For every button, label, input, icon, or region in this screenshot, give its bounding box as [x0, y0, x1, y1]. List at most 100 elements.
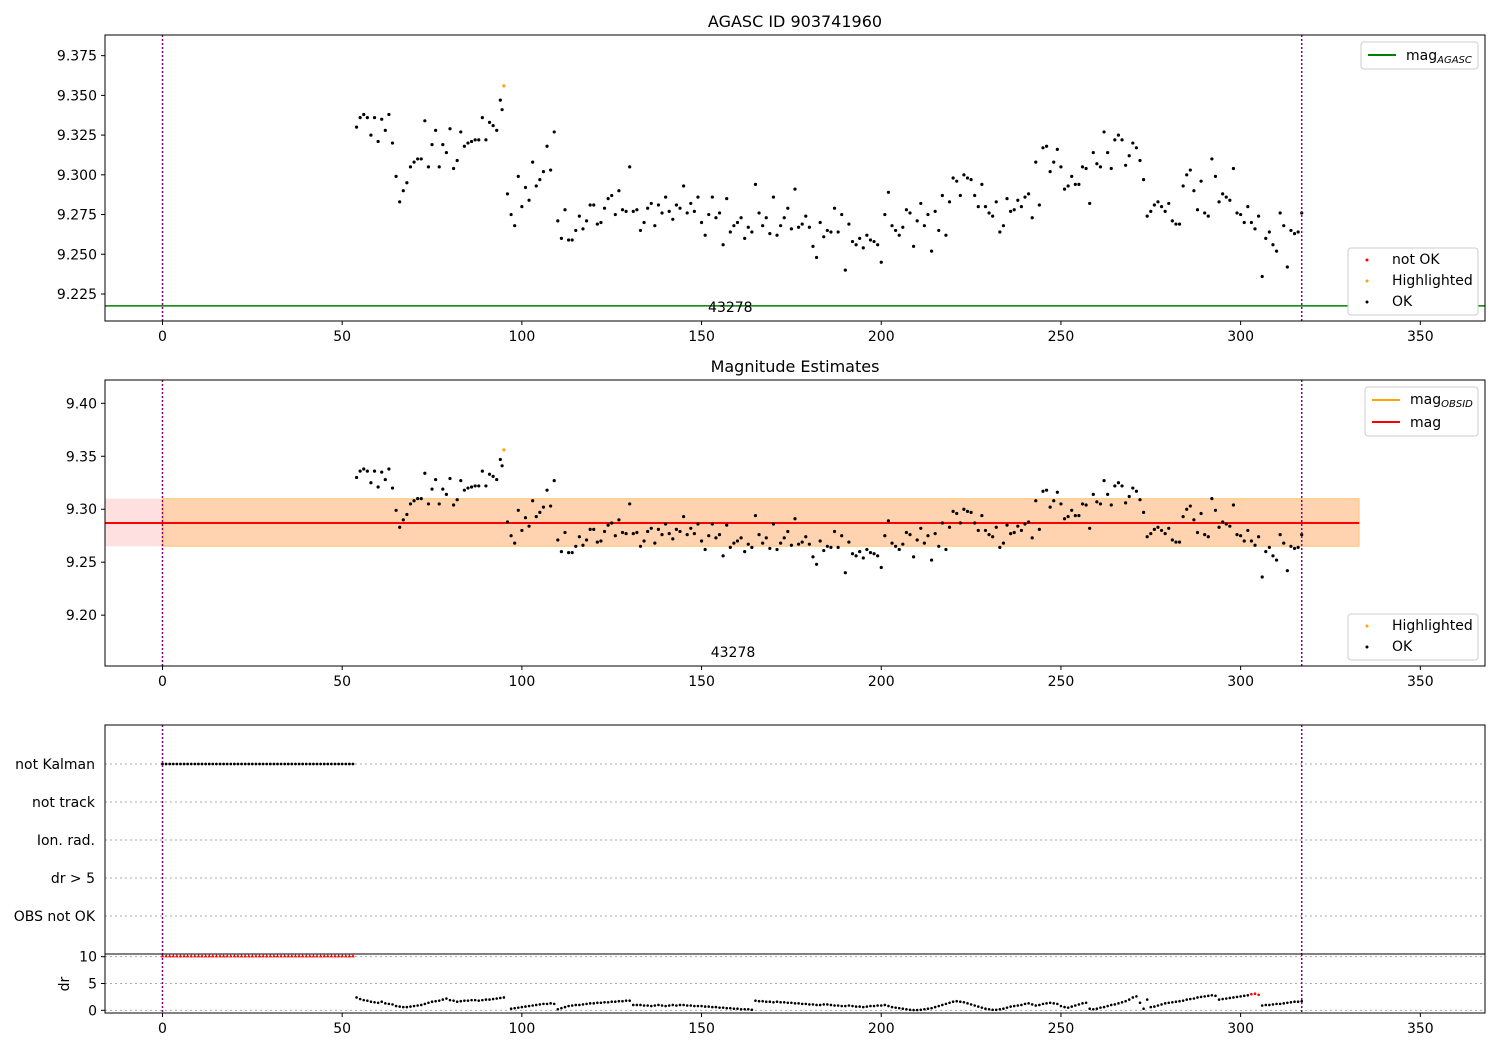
- ok-point: [710, 522, 714, 526]
- ok-point: [451, 503, 456, 507]
- ok-point: [448, 127, 452, 131]
- ok-point: [847, 222, 851, 226]
- panel-mag-legend-upper: magOBSID mag: [1364, 386, 1479, 437]
- ok-point: [886, 519, 891, 523]
- ok-point: [897, 547, 901, 552]
- ok-point: [732, 224, 736, 228]
- ok-point: [1106, 492, 1110, 496]
- dr-point: [610, 1000, 614, 1004]
- dr-point: [509, 1007, 513, 1011]
- dr-clipped-marker: [203, 954, 208, 958]
- not-kalman-point: [276, 762, 279, 766]
- ok-point: [430, 143, 434, 147]
- ok-point: [484, 138, 488, 142]
- dr-point: [815, 1003, 818, 1007]
- x-tick-label: 0: [158, 674, 167, 690]
- dr-point: [1293, 1000, 1296, 1004]
- ok-point: [692, 531, 696, 536]
- ok-point: [1062, 517, 1067, 521]
- ok-point: [1235, 533, 1239, 537]
- dr-point: [739, 1007, 743, 1011]
- ok-point: [962, 173, 966, 177]
- ok-point: [606, 197, 610, 201]
- not-kalman-point: [344, 762, 348, 766]
- dr-point: [653, 1004, 657, 1007]
- dr-point: [861, 1005, 865, 1009]
- flag-label-obs-not-ok: OBS not OK: [14, 909, 96, 925]
- ok-point: [509, 212, 513, 217]
- ok-point: [398, 200, 402, 204]
- ok-point: [1181, 515, 1185, 519]
- ok-point: [886, 190, 891, 194]
- ok-point: [911, 555, 916, 559]
- ok-point: [430, 487, 434, 491]
- ok-point: [743, 550, 747, 554]
- dr-point: [725, 1006, 729, 1010]
- not-kalman-point: [250, 762, 254, 766]
- x-tick-label: 150: [688, 674, 715, 690]
- legend-ok: OK: [1392, 294, 1413, 310]
- dr-point: [621, 999, 624, 1003]
- legend-mag-obsid-sub: OBSID: [1441, 399, 1473, 410]
- not-kalman-point: [333, 762, 337, 766]
- ok-point: [976, 205, 980, 209]
- ok-point: [868, 551, 873, 555]
- ok-point: [926, 534, 930, 538]
- ok-point: [991, 214, 995, 218]
- ok-point: [516, 508, 520, 512]
- ok-point: [1170, 538, 1174, 542]
- dr-point: [1077, 1003, 1081, 1006]
- dr-point: [369, 1000, 373, 1004]
- not-kalman-point: [179, 762, 182, 766]
- dr-point: [757, 999, 761, 1003]
- ok-point: [1127, 154, 1131, 158]
- dr-point: [1296, 1000, 1300, 1004]
- ok-point: [459, 130, 463, 134]
- ok-point: [1264, 236, 1268, 240]
- ok-point: [793, 187, 797, 191]
- ok-point: [592, 203, 596, 207]
- ok-point: [383, 477, 387, 482]
- ok-point: [965, 509, 970, 513]
- dr-point: [355, 996, 358, 999]
- dr-clipped-marker: [182, 954, 186, 958]
- ok-point: [951, 176, 955, 180]
- not-kalman-point: [197, 762, 200, 766]
- y-tick-label: 9.350: [57, 88, 97, 104]
- ok-point: [696, 195, 700, 199]
- ok-point: [617, 518, 621, 522]
- ok-point: [1239, 534, 1243, 538]
- ok-point: [1005, 523, 1009, 527]
- ok-point: [653, 224, 657, 228]
- ok-point: [1292, 232, 1297, 236]
- ok-point: [1016, 198, 1020, 202]
- ok-point: [1188, 168, 1192, 172]
- dr-clipped-marker: [221, 954, 226, 958]
- dr-point: [362, 998, 366, 1002]
- dr-point: [973, 1004, 976, 1007]
- dr-point: [703, 1005, 707, 1008]
- ok-point: [782, 216, 786, 220]
- dr-point: [1034, 1004, 1038, 1007]
- ok-point: [434, 477, 438, 482]
- ok-point: [1181, 184, 1185, 188]
- dr-clipped-marker: [236, 954, 240, 958]
- ok-point: [495, 477, 499, 482]
- ok-point: [840, 534, 844, 538]
- dr-point: [384, 1002, 387, 1005]
- dr-point: [951, 1000, 955, 1004]
- ok-point: [1131, 141, 1135, 145]
- dr-point: [746, 1007, 750, 1011]
- dr-point: [1174, 1000, 1178, 1004]
- ok-point: [1141, 177, 1146, 182]
- dr-point: [660, 1004, 664, 1007]
- not-kalman-point: [218, 762, 222, 766]
- ok-point: [850, 239, 855, 244]
- ok-point: [1206, 214, 1210, 218]
- ok-point: [1134, 146, 1139, 150]
- ok-point: [940, 521, 944, 525]
- ok-point: [1095, 500, 1099, 504]
- dr-clipped-marker: [311, 954, 316, 958]
- ok-point: [933, 209, 937, 213]
- dr-point: [617, 999, 621, 1003]
